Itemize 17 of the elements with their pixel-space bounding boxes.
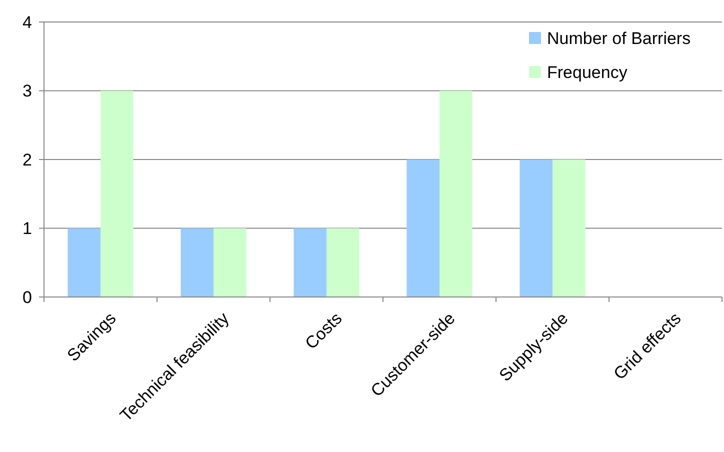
bar xyxy=(406,160,440,297)
y-tick-label: 3 xyxy=(22,82,32,101)
bar xyxy=(100,90,134,297)
bar xyxy=(294,228,326,297)
bar xyxy=(440,90,472,297)
bar xyxy=(214,228,246,297)
y-tick-label: 4 xyxy=(22,12,32,32)
bar xyxy=(520,160,552,297)
y-tick-label: 0 xyxy=(22,288,32,307)
bar xyxy=(68,228,100,297)
y-tick-label: 2 xyxy=(22,150,32,170)
bar xyxy=(180,228,214,297)
bar xyxy=(552,160,586,297)
legend-label: Number of Barriers xyxy=(547,28,691,48)
bar xyxy=(326,228,360,297)
legend-label: Frequency xyxy=(547,62,628,82)
y-tick-label: 1 xyxy=(22,219,32,238)
